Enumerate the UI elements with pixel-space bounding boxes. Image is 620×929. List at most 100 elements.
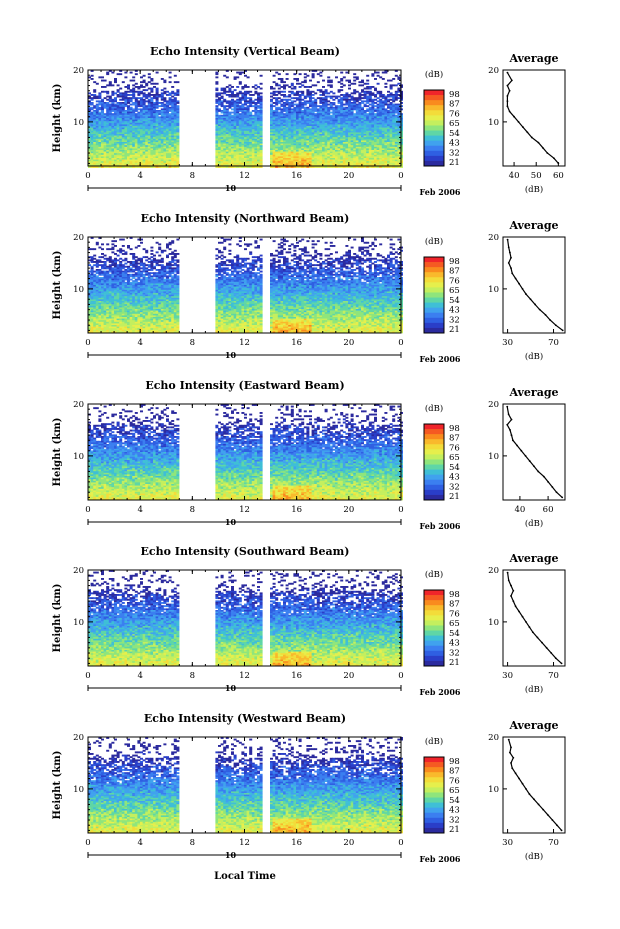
y-tick-label: 10 <box>73 785 84 795</box>
x-tick-label: 0 <box>398 338 403 348</box>
profile-point <box>521 615 524 618</box>
colorbar-swatch <box>424 650 444 657</box>
colorbar-swatch <box>424 645 444 652</box>
profile-point <box>509 429 511 431</box>
profile-point <box>510 418 513 421</box>
profile-point <box>555 491 558 494</box>
colorbar-tick-label: 98 <box>449 757 460 767</box>
profile-point <box>530 136 533 139</box>
colorbar-swatch <box>424 660 444 667</box>
panel-title: Echo Intensity (Westward Beam) <box>144 712 346 725</box>
colorbar-swatch <box>424 135 444 142</box>
colorbar-swatch <box>424 762 444 768</box>
x-tick-label: 8 <box>190 171 195 181</box>
day-label: 10 <box>225 183 237 193</box>
panel-title: Echo Intensity (Northward Beam) <box>141 212 350 225</box>
colorbar-swatch <box>424 150 444 157</box>
profile-x-tick-label: 50 <box>531 171 542 181</box>
panel-title: Echo Intensity (Vertical Beam) <box>150 45 340 58</box>
profile-point <box>512 756 515 759</box>
colorbar-swatch <box>424 469 444 476</box>
colorbar-tick-label: 43 <box>449 306 460 316</box>
profile-point <box>510 595 512 597</box>
profile-point <box>520 449 523 452</box>
colorbar-tick-label: 43 <box>449 639 460 649</box>
x-tick-label: 20 <box>343 671 354 681</box>
x-tick-label: 4 <box>137 505 142 515</box>
colorbar-swatch <box>424 625 444 631</box>
y-tick-label: 10 <box>73 118 84 128</box>
profile-point <box>537 470 540 473</box>
colorbar-tick-label: 54 <box>449 629 460 639</box>
y-tick-label: 10 <box>73 285 84 295</box>
x-tick-label: 20 <box>343 171 354 181</box>
panel-title: Echo Intensity (Eastward Beam) <box>145 379 344 392</box>
profile-x-tick-label: 60 <box>543 505 554 515</box>
x-tick-label: 4 <box>137 838 142 848</box>
colorbar-tick-label: 65 <box>449 619 460 629</box>
x-tick-label: 20 <box>343 838 354 848</box>
profile-point <box>553 157 555 160</box>
profile-point <box>510 256 512 259</box>
colorbar-tick-label: 43 <box>449 473 460 483</box>
profile-point <box>510 79 513 82</box>
profile-point <box>525 293 527 295</box>
profile-point <box>514 277 517 280</box>
profile-point <box>546 152 549 154</box>
x-tick-label: 12 <box>239 505 250 515</box>
x-tick-label: 0 <box>85 338 90 348</box>
colorbar-swatch <box>424 90 444 96</box>
colorbar-swatch <box>424 100 444 106</box>
x-tick-label: 0 <box>85 838 90 848</box>
heatmap-cells <box>88 70 403 168</box>
profile-point <box>510 267 512 270</box>
y-tick-label: 20 <box>73 566 84 576</box>
colorbar-swatch <box>424 312 444 319</box>
colorbar-swatch <box>424 630 444 636</box>
profile-x-tick-label: 30 <box>502 838 513 848</box>
colorbar-tick-label: 32 <box>449 815 460 825</box>
colorbar-unit: (dB) <box>425 736 443 747</box>
colorbar-tick-label: 32 <box>449 148 460 158</box>
colorbar-tick-label: 87 <box>449 100 460 110</box>
x-tick-label: 0 <box>398 671 403 681</box>
x-tick-label: 4 <box>137 338 142 348</box>
profile-point <box>538 308 541 311</box>
colorbar-tick-label: 76 <box>449 109 460 119</box>
profile-point <box>513 115 515 118</box>
colorbar-tick-label: 76 <box>449 276 460 286</box>
profile-point <box>507 413 510 416</box>
colorbar-tick-label: 21 <box>449 492 460 502</box>
profile-point <box>506 405 509 408</box>
colorbar-swatch <box>424 757 444 763</box>
colorbar-swatch <box>424 640 444 647</box>
colorbar-tick-label: 54 <box>449 296 460 306</box>
colorbar-tick-label: 98 <box>449 257 460 267</box>
profile-y-tick-label: 10 <box>488 285 499 295</box>
x-tick-label: 12 <box>239 171 250 181</box>
profile-point <box>506 100 509 103</box>
profile-frame <box>502 569 566 667</box>
profile-point <box>546 813 549 816</box>
profile-x-axis-label: (dB) <box>525 684 543 695</box>
colorbar-swatch <box>424 155 444 162</box>
colorbar-swatch <box>424 424 444 430</box>
profile-point <box>506 423 509 426</box>
profile-title: Average <box>508 386 558 399</box>
profile-point <box>524 454 527 457</box>
colorbar-swatch <box>424 479 444 486</box>
x-tick-label: 12 <box>239 671 250 681</box>
profile-point <box>506 84 509 87</box>
x-tick-label: 12 <box>239 838 250 848</box>
profile-point <box>525 620 527 623</box>
profile-x-axis-label: (dB) <box>525 351 543 362</box>
profile-point <box>521 287 524 290</box>
colorbar-tick-label: 65 <box>449 786 460 796</box>
profile-x-axis-label: (dB) <box>525 518 543 529</box>
profile-point <box>541 146 544 149</box>
profile-point <box>510 434 513 437</box>
profile-title: Average <box>508 552 558 565</box>
profile-point <box>554 657 557 660</box>
profile-point <box>537 803 540 806</box>
